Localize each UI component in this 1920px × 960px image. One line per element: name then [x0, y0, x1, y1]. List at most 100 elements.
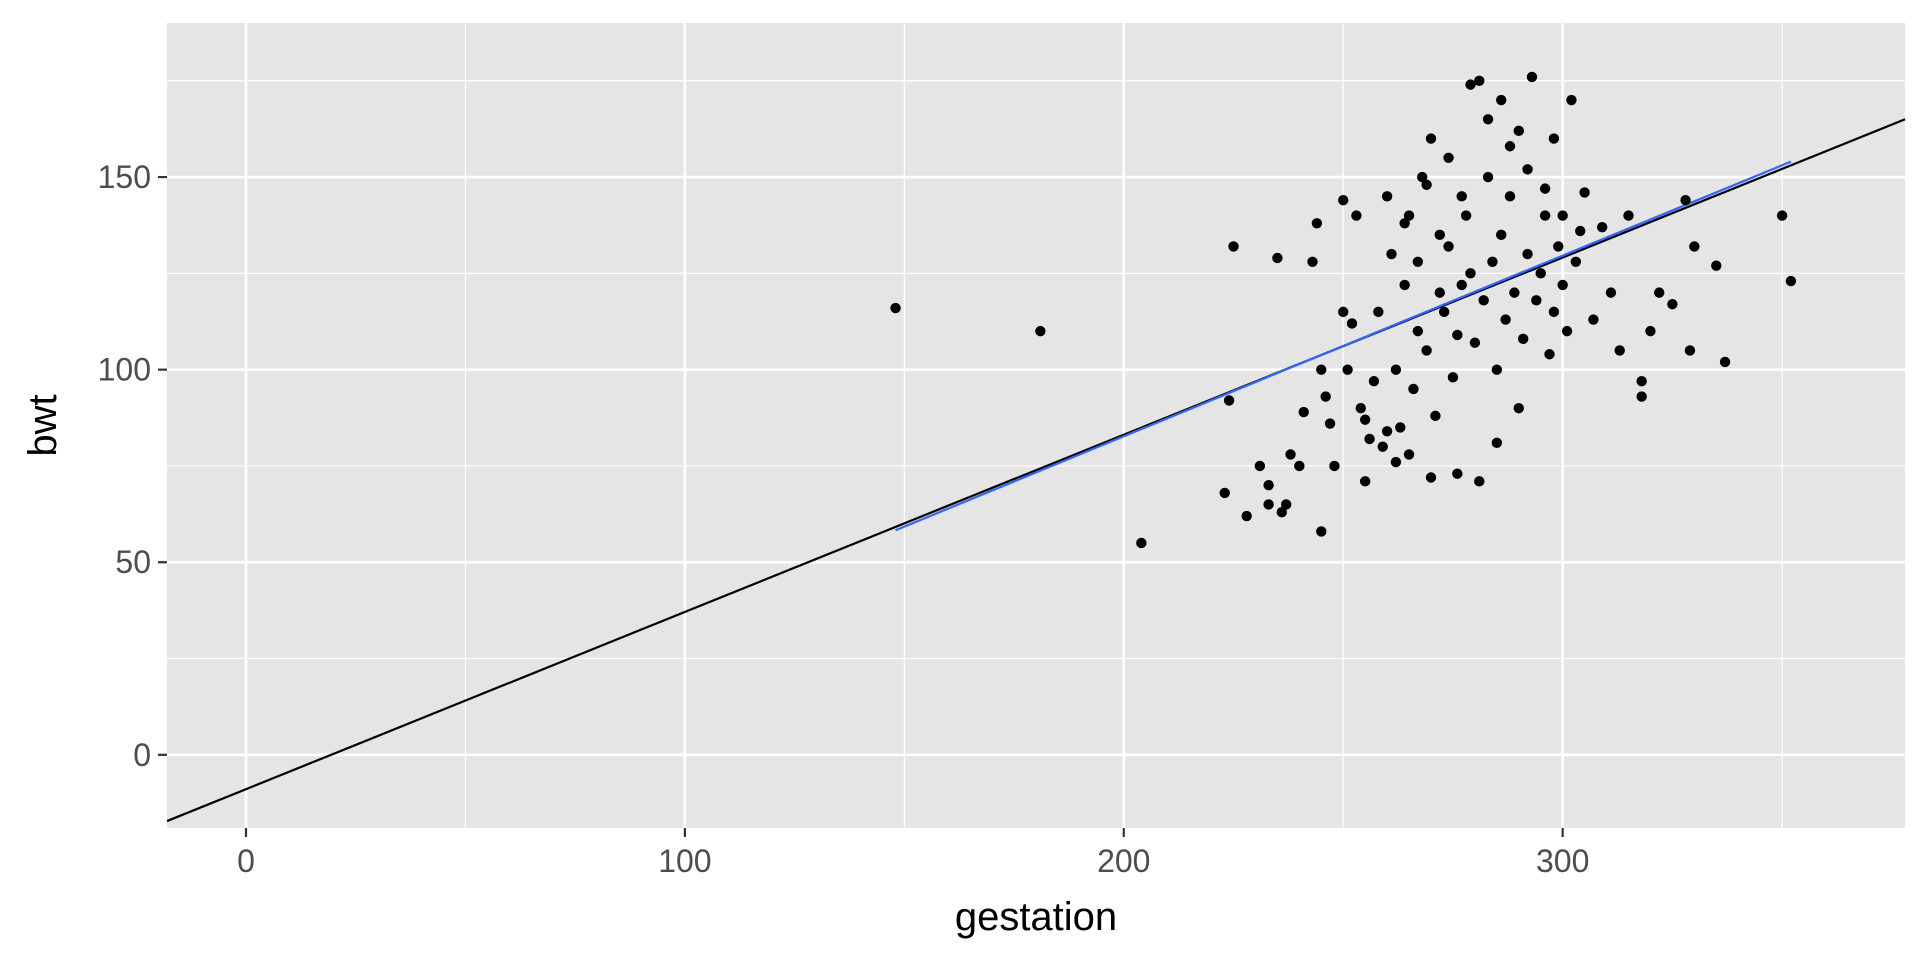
data-point	[1430, 410, 1441, 422]
data-point	[1460, 210, 1472, 221]
data-point	[1623, 210, 1634, 221]
data-point	[1285, 449, 1296, 460]
data-point	[1645, 325, 1656, 337]
fit-lines	[166, 118, 1906, 823]
data-point	[1478, 295, 1489, 306]
data-point	[1509, 287, 1520, 298]
data-point	[1654, 287, 1665, 298]
data-point	[1346, 318, 1358, 329]
data-point	[1219, 487, 1230, 499]
y-axis: 0 50 100 150	[98, 159, 167, 773]
data-point	[1474, 476, 1485, 487]
data-point	[1443, 241, 1454, 252]
major-gridlines	[167, 23, 1905, 828]
data-point	[1434, 287, 1445, 298]
data-point	[1263, 480, 1274, 491]
data-point	[1425, 133, 1437, 144]
data-point	[1421, 179, 1432, 190]
data-point	[1359, 414, 1371, 425]
data-point	[1596, 221, 1608, 233]
data-point	[1408, 383, 1419, 395]
data-point	[1785, 275, 1797, 287]
data-point	[1570, 256, 1582, 268]
y-tick-label: 100	[98, 352, 151, 388]
y-tick-label: 50	[115, 544, 151, 580]
data-point	[1496, 229, 1507, 241]
data-point	[1035, 325, 1046, 337]
data-point	[1482, 171, 1494, 183]
data-point	[1614, 345, 1625, 356]
data-point	[1359, 476, 1371, 487]
data-point	[1513, 125, 1524, 137]
data-point	[1776, 210, 1788, 221]
regression-line	[895, 160, 1792, 532]
data-point	[1399, 279, 1410, 291]
data-point	[1496, 94, 1507, 106]
data-point	[1452, 468, 1463, 479]
data-point	[1491, 437, 1503, 449]
data-point	[1434, 229, 1445, 241]
data-point	[1561, 325, 1573, 337]
y-tick-label: 0	[133, 737, 151, 773]
data-point	[1548, 306, 1560, 318]
data-point	[1329, 460, 1340, 472]
data-point	[1364, 433, 1375, 445]
data-point	[1381, 191, 1393, 202]
data-point	[1316, 526, 1327, 537]
data-point	[1548, 133, 1560, 144]
data-point	[1553, 241, 1564, 252]
x-tick-label: 200	[1097, 843, 1150, 879]
data-point	[1390, 364, 1402, 375]
data-point	[1447, 372, 1459, 383]
data-point	[1421, 345, 1432, 356]
data-point	[1465, 268, 1476, 279]
data-point	[1531, 295, 1542, 306]
data-point	[1403, 210, 1415, 221]
data-point	[1469, 337, 1481, 348]
data-point	[1680, 194, 1691, 206]
data-point	[1711, 260, 1722, 271]
data-point	[1412, 325, 1424, 337]
data-point	[1504, 191, 1516, 202]
data-point	[1522, 164, 1533, 175]
data-point	[1320, 391, 1331, 402]
data-point	[1487, 256, 1498, 268]
data-point	[1482, 114, 1494, 125]
data-point	[1338, 306, 1349, 318]
data-point	[1443, 152, 1454, 164]
data-point	[1368, 376, 1380, 387]
data-point	[1280, 499, 1292, 510]
data-point	[1522, 248, 1533, 260]
data-point	[1399, 218, 1410, 229]
data-point	[1557, 210, 1568, 221]
data-point	[1316, 364, 1327, 375]
data-point	[1689, 241, 1700, 252]
data-point	[1452, 329, 1463, 341]
data-point	[1719, 356, 1731, 368]
data-point	[1307, 256, 1318, 268]
data-points	[890, 71, 1797, 549]
x-tick-label: 300	[1536, 843, 1589, 879]
minor-gridlines	[167, 23, 1905, 828]
data-point	[1254, 460, 1266, 472]
data-point	[1544, 349, 1555, 360]
data-point	[1465, 79, 1476, 90]
data-point	[1526, 71, 1538, 83]
data-point	[1605, 287, 1617, 298]
x-tick-label: 100	[658, 843, 711, 879]
x-tick-label: 0	[237, 843, 255, 879]
x-axis: 0 100 200 300	[237, 828, 1589, 879]
data-point	[1456, 279, 1467, 291]
data-point	[1491, 364, 1503, 375]
data-point	[1412, 256, 1424, 268]
data-point	[1294, 460, 1305, 472]
data-point	[1381, 426, 1393, 437]
data-point	[1298, 406, 1309, 418]
data-point	[1535, 268, 1546, 279]
data-point	[1579, 187, 1590, 198]
data-point	[1636, 376, 1647, 387]
x-axis-title: gestation	[955, 895, 1117, 939]
y-axis-title: bwt	[21, 394, 65, 456]
plot-panel	[167, 23, 1905, 828]
